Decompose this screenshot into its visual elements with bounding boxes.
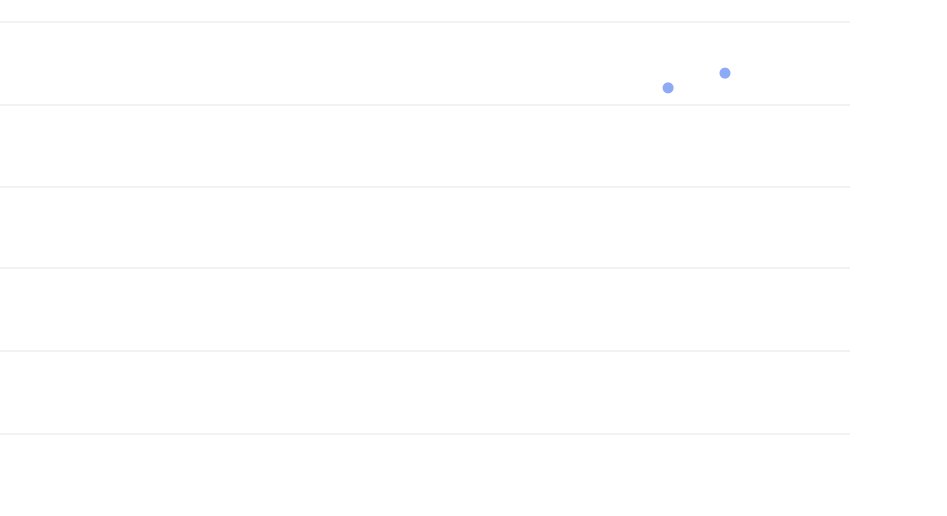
scatter-point [719, 67, 731, 79]
gridlines [0, 21, 850, 435]
data-points [662, 67, 731, 94]
scatter-point [662, 82, 674, 94]
